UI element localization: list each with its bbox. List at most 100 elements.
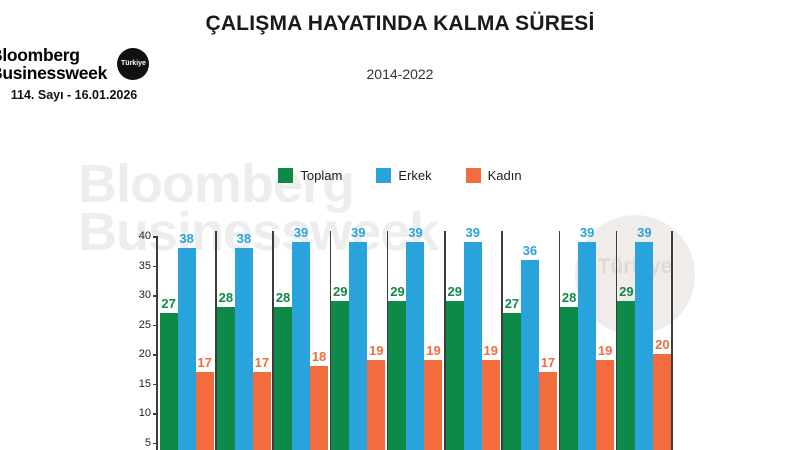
bar-rect [388,300,407,450]
brand-logo-line-1: Bloomberg [0,45,80,65]
brand-logo-line-2: Businessweek [0,63,108,83]
legend-label-toplam: Toplam [300,168,343,183]
bar-rect [560,306,579,450]
bar-rect [159,312,178,450]
bar-rect [424,359,443,450]
bar-value-label: 17 [197,354,212,370]
bar-value-label: 27 [504,295,520,311]
legend-item-erkek: Erkek [376,168,432,183]
bar-erkek-2015[interactable]: 38 [234,231,253,450]
bar-rect [216,306,235,450]
bar-group-2014: 2738172014 [158,231,215,450]
bar-rect [274,306,293,450]
bar-group-2016: 2839182016 [272,225,329,450]
y-tick-10: 10 [139,407,159,419]
bar-group-2021: 2839192021 [558,225,616,450]
bar-value-label: 19 [426,342,441,358]
bar-value-label: 38 [179,230,194,246]
y-tick-40: 40 [139,230,159,242]
legend-label-kadin: Kadın [487,168,522,183]
bar-value-label: 29 [619,283,634,299]
bar-kadın-2016[interactable]: 18 [310,236,329,450]
bar-rect [234,247,253,450]
y-tick-25: 25 [139,319,159,331]
brand-block: Bloomberg Businessweek Türkiye 114. Sayı… [0,46,790,102]
y-tick-30: 30 [139,289,159,301]
bar-toplam-2016[interactable]: 28 [274,236,293,450]
bar-toplam-2015[interactable]: 28 [216,236,235,450]
bar-value-label: 29 [390,283,405,299]
bar-erkek-2019[interactable]: 39 [463,225,482,450]
bar-group-2019: 2939192019 [444,225,501,450]
bar-value-label: 20 [655,337,670,352]
bar-value-label: 19 [369,342,384,358]
bar-kadın-2022[interactable]: 20 [653,236,672,450]
bar-value-label: 28 [218,289,234,305]
legend-item-kadin: Kadın [465,168,522,183]
bar-erkek-2016[interactable]: 39 [292,225,311,450]
bar-kadın-2019[interactable]: 19 [481,236,500,450]
bar-chart: 0510152025303540 27381720142838172015283… [128,225,674,450]
bar-rect [331,300,350,450]
bar-rect [481,359,500,450]
bar-rect [617,300,636,450]
bar-value-label: 27 [161,295,176,311]
bar-erkek-2017[interactable]: 39 [349,225,368,450]
bar-group-2020: 2736172020 [501,231,558,450]
bar-kadın-2014[interactable]: 17 [195,236,214,450]
legend-label-erkek: Erkek [398,168,432,183]
bar-rect [195,371,214,450]
bar-groups: 2738172014283817201528391820162939192017… [158,225,674,450]
legend-swatch-erkek [376,168,392,183]
bar-toplam-2022[interactable]: 29 [617,236,636,450]
bar-kadın-2018[interactable]: 19 [424,236,443,450]
bar-rect [349,241,368,450]
bar-value-label: 39 [637,224,652,240]
bar-toplam-2019[interactable]: 29 [445,236,464,450]
bar-value-label: 39 [579,224,595,240]
bar-kadın-2015[interactable]: 17 [252,236,271,450]
bar-value-label: 39 [293,224,309,240]
bar-value-label: 38 [236,230,252,246]
bar-kadın-2017[interactable]: 19 [367,236,386,450]
bar-kadın-2020[interactable]: 17 [538,236,557,450]
bar-toplam-2018[interactable]: 29 [388,236,407,450]
bar-value-label: 17 [540,354,556,370]
bar-value-label: 39 [351,224,366,240]
issue-date: 114. Sayı - 16.01.2026 [10,88,138,102]
bar-rect [252,371,271,450]
bar-group-2018: 2939192018 [386,225,444,450]
bar-value-label: 36 [522,242,538,258]
page-title: ÇALIŞMA HAYATINDA KALMA SÜRESİ [205,12,595,35]
bar-rect [502,312,521,450]
bar-erkek-2022[interactable]: 39 [635,225,654,450]
legend-swatch-kadin [465,168,481,183]
bar-toplam-2017[interactable]: 29 [331,236,350,450]
bar-erkek-2014[interactable]: 38 [177,231,196,450]
y-tick-35: 35 [139,260,159,272]
bar-value-label: 28 [561,289,577,305]
bar-erkek-2020[interactable]: 36 [520,236,539,450]
legend-item-toplam: Toplam [278,168,342,183]
bar-erkek-2021[interactable]: 39 [578,225,597,450]
brand-logo: Bloomberg Businessweek [0,46,107,82]
bar-value-label: 29 [447,283,462,299]
bar-rect [292,241,311,450]
chart-legend: Toplam Erkek Kadın [0,168,800,183]
bar-kadın-2021[interactable]: 19 [596,236,615,450]
bar-toplam-2021[interactable]: 28 [560,236,579,450]
bar-value-label: 19 [483,342,498,358]
bar-rect [406,241,425,450]
bar-rect [463,241,482,450]
bar-toplam-2020[interactable]: 27 [502,236,521,450]
bar-erkek-2018[interactable]: 39 [406,225,425,450]
bar-rect [538,371,557,450]
turkiye-badge-icon: Türkiye [117,48,150,80]
y-tick-15: 15 [139,378,159,390]
bar-rect [177,247,196,450]
bar-rect [653,354,672,450]
bar-rect [520,259,539,450]
bar-toplam-2014[interactable]: 27 [159,236,178,450]
y-tick-20: 20 [139,348,159,360]
